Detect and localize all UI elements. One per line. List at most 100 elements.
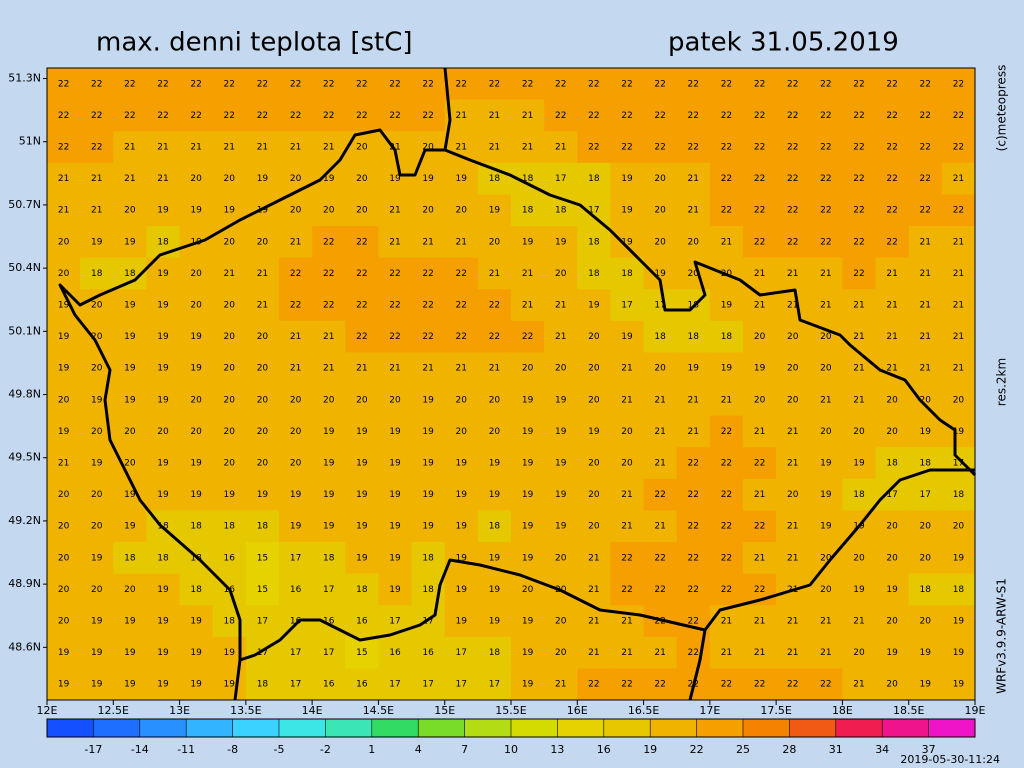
grid-cell	[444, 384, 479, 417]
grid-cell	[676, 68, 711, 101]
grid-cell	[212, 478, 247, 511]
cell-value: 22	[688, 111, 699, 121]
cell-value: 22	[456, 269, 467, 279]
grid-cell	[47, 257, 81, 290]
cell-value: 19	[224, 206, 236, 216]
borders	[58, 67, 977, 701]
grid-cell	[146, 99, 181, 132]
grid-cell	[743, 162, 777, 195]
grid-cell	[146, 320, 181, 353]
grid-cell	[245, 68, 280, 101]
cell-value: 22	[920, 79, 931, 89]
grid-cell	[245, 352, 280, 385]
grid-cell	[80, 605, 114, 638]
grid-cell	[676, 320, 711, 353]
grid-cell	[245, 447, 280, 480]
cell-value: 20	[920, 617, 932, 627]
cell-value: 21	[621, 617, 632, 627]
grid-cell	[941, 415, 976, 448]
cell-value: 21	[257, 269, 268, 279]
grid-cell	[411, 668, 446, 701]
x-tick-label: 16.5E	[628, 704, 659, 717]
cell-value: 20	[886, 522, 898, 532]
cell-value: 21	[224, 269, 235, 279]
cell-value: 22	[754, 522, 765, 532]
grid-cell	[477, 447, 512, 480]
cell-value: 20	[853, 427, 865, 437]
cell-value: 22	[721, 680, 732, 690]
grid-cell	[577, 542, 611, 575]
grid-cell	[577, 478, 611, 511]
grid-cell	[345, 636, 379, 669]
grid-cell	[477, 289, 512, 322]
grid-cell	[279, 257, 313, 290]
cell-value: 22	[820, 206, 831, 216]
cell-value: 20	[323, 395, 335, 405]
cell-value: 21	[920, 364, 931, 374]
cell-value: 20	[91, 427, 103, 437]
cell-value: 19	[356, 553, 368, 563]
colorbar-segment	[696, 719, 744, 737]
grid-cell	[477, 384, 512, 417]
colorbar-segment	[418, 719, 466, 737]
grid-cell	[544, 226, 578, 259]
y-tick-label: 48.9N	[8, 577, 41, 590]
grid-cell	[610, 320, 645, 353]
cell-value: 19	[124, 490, 136, 500]
cell-value: 18	[721, 332, 733, 342]
grid-cell	[676, 194, 711, 227]
grid-cell	[378, 162, 413, 195]
cell-value: 20	[522, 585, 534, 595]
grid-cell	[776, 194, 810, 227]
grid-cell	[245, 289, 280, 322]
cell-value: 20	[588, 522, 600, 532]
cell-value: 22	[853, 143, 864, 153]
cell-value: 22	[422, 332, 433, 342]
cell-value: 22	[588, 143, 599, 153]
cell-value: 21	[157, 143, 168, 153]
cell-value: 21	[621, 522, 632, 532]
cell-value: 21	[58, 206, 69, 216]
grid-cell	[643, 289, 678, 322]
cell-value: 20	[489, 237, 501, 247]
x-tick-label: 14E	[302, 704, 323, 717]
grid-cell	[941, 605, 976, 638]
grid-cell	[511, 68, 545, 101]
cell-value: 19	[621, 237, 633, 247]
cell-value: 19	[190, 648, 202, 658]
colorbar-tick-label: 25	[736, 743, 750, 756]
grid-cell	[312, 384, 346, 417]
grid-cell	[378, 636, 413, 669]
cell-value: 22	[787, 174, 798, 184]
cell-value: 18	[422, 585, 434, 595]
grid-cell	[776, 162, 810, 195]
grid-cell	[80, 162, 114, 195]
cell-value: 20	[290, 174, 302, 184]
grid-cell	[743, 352, 777, 385]
y-tick-label: 50.7N	[8, 198, 41, 211]
cell-value: 20	[58, 522, 70, 532]
cell-value: 19	[124, 364, 136, 374]
grid-cell	[444, 605, 479, 638]
grid-cell	[941, 636, 976, 669]
cell-value: 22	[91, 79, 102, 89]
grid-cell	[743, 478, 777, 511]
cell-value: 16	[290, 585, 302, 595]
grid-cell	[941, 320, 976, 353]
grid-cell	[643, 510, 678, 543]
cell-value: 22	[555, 111, 566, 121]
grid-cell	[776, 131, 810, 164]
grid-cell	[345, 542, 379, 575]
cell-value: 19	[157, 395, 169, 405]
cell-value: 19	[522, 617, 534, 627]
cell-value: 21	[257, 143, 268, 153]
cell-value: 17	[920, 490, 931, 500]
grid-cell	[511, 384, 545, 417]
cell-value: 19	[456, 617, 468, 627]
cell-value: 19	[522, 553, 534, 563]
cell-value: 21	[58, 459, 69, 469]
cell-value: 18	[224, 617, 236, 627]
grid-cell	[312, 542, 346, 575]
grid-cell	[47, 636, 81, 669]
grid-cell	[345, 415, 379, 448]
